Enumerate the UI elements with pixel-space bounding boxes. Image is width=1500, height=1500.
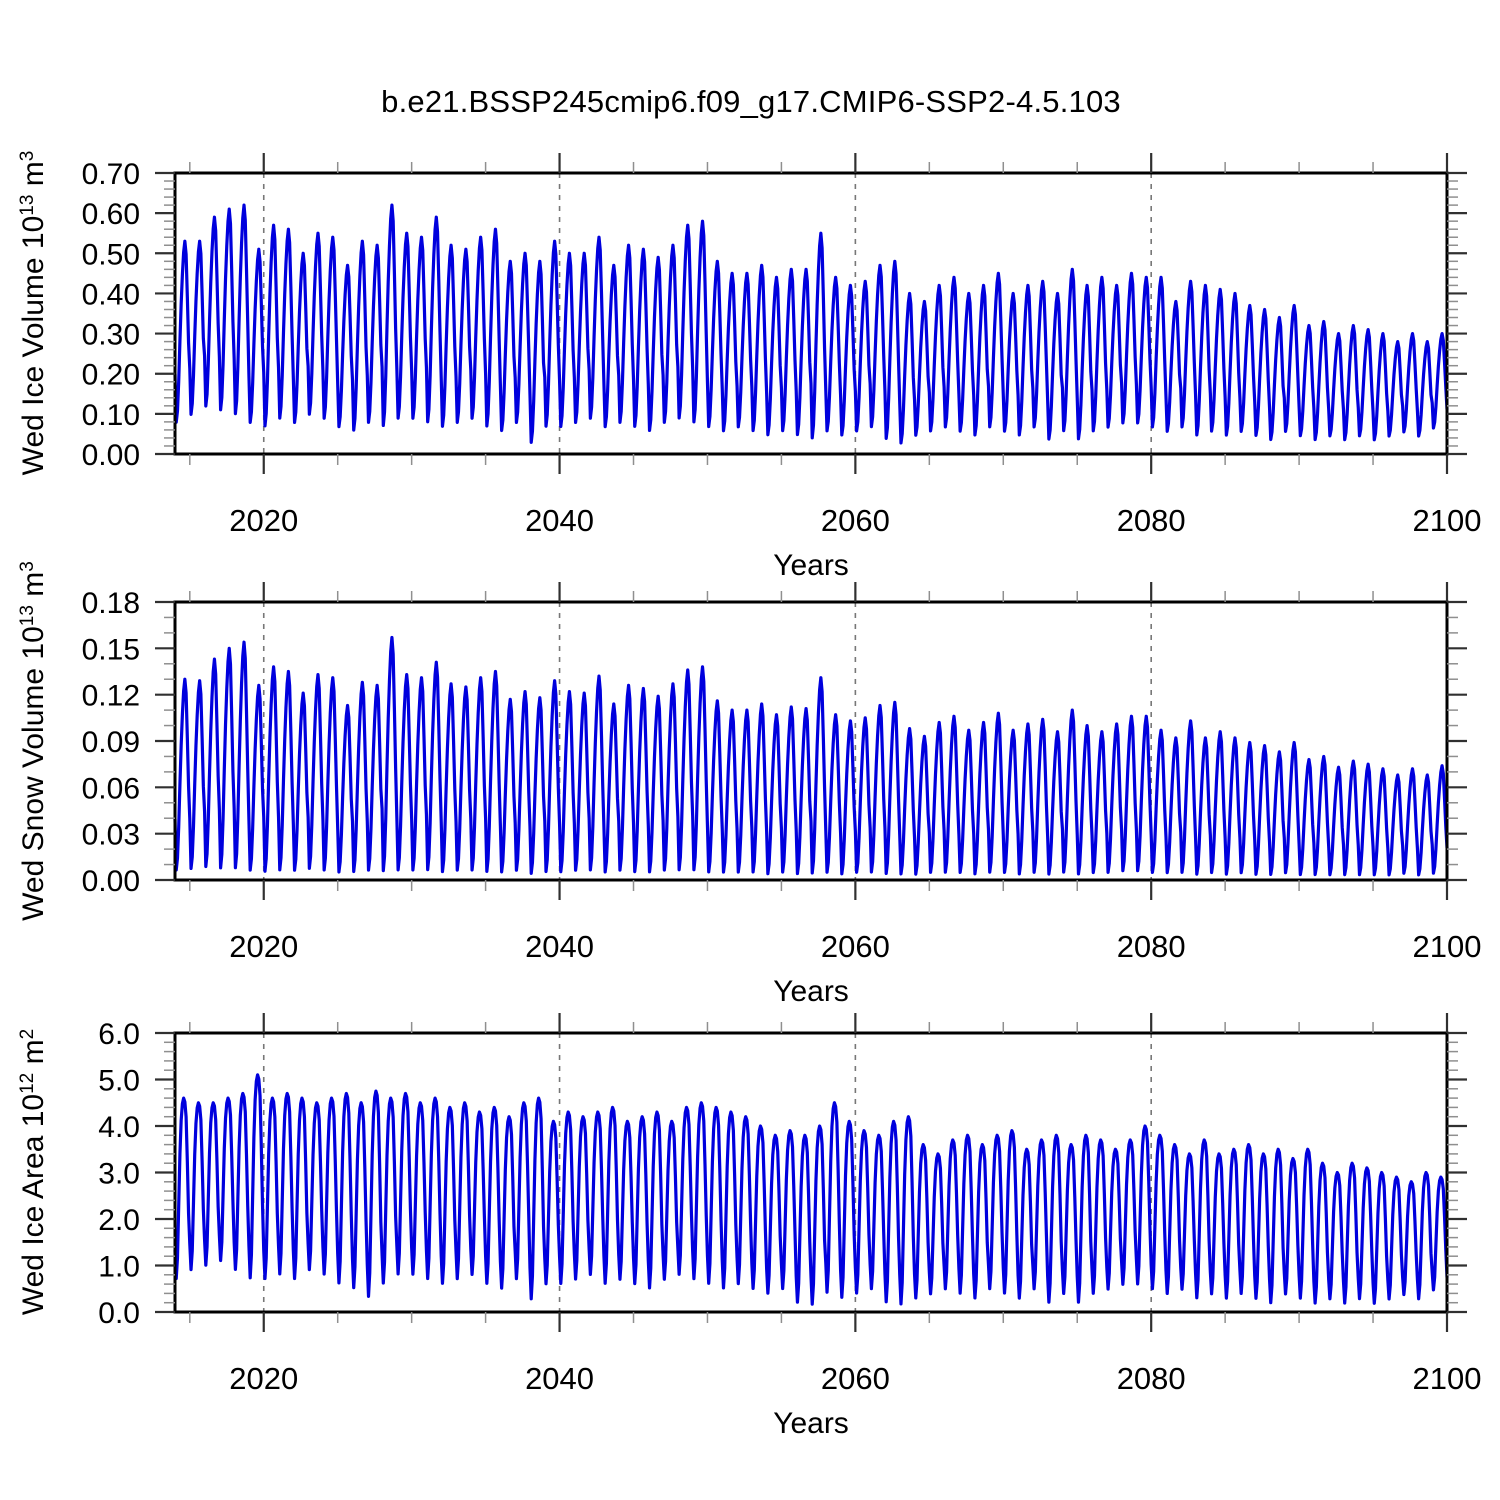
y-tick-label: 0.03 [82, 819, 140, 852]
x-tick-label: 2100 [1413, 503, 1482, 538]
x-tick-label: 2020 [229, 929, 298, 964]
y-tick-label: 0.18 [82, 587, 140, 620]
y-tick-label: 0.50 [82, 238, 140, 271]
x-tick-label: 2040 [525, 1361, 594, 1396]
figure-title: b.e21.BSSP245cmip6.f09_g17.CMIP6-SSP2-4.… [381, 84, 1121, 119]
y-tick-label: 0.60 [82, 198, 140, 231]
x-tick-label: 2020 [229, 1361, 298, 1396]
y-tick-label: 0.12 [82, 680, 140, 713]
y-tick-label: 0.09 [82, 726, 140, 759]
y-tick-label: 4.0 [98, 1111, 140, 1144]
panel-1: 0.00 0.10 0.20 0.30 0.40 0.50 0.60 0.70 2020 2040… [82, 153, 1482, 538]
y-tick-label: 2.0 [98, 1204, 140, 1237]
y-tick-label: 0.10 [82, 399, 140, 432]
data-line-wed-ice-area [173, 1073, 1449, 1306]
x-tick-label: 2060 [821, 929, 890, 964]
y-tick-label: 0.0 [98, 1297, 140, 1330]
x-axis-title-panel2: Years [773, 975, 849, 1008]
x-tick-label: 2100 [1413, 1361, 1482, 1396]
y-tick-label: 0.00 [82, 865, 140, 898]
panel-3: 0.0 1.0 2.0 3.0 4.0 5.0 6.0 2020 2040 2060 2080 210… [98, 1013, 1481, 1396]
y-tick-label: 0.00 [82, 439, 140, 472]
y-tick-label: 0.20 [82, 359, 140, 392]
x-tick-label: 2100 [1413, 929, 1482, 964]
x-axis-title-panel3: Years [773, 1407, 849, 1440]
data-line-wed-snow-volume [173, 635, 1449, 877]
y-tick-label: 0.15 [82, 633, 140, 666]
x-tick-label: 2040 [525, 929, 594, 964]
y-tick-label: 0.30 [82, 319, 140, 352]
panel-2: 0.00 0.03 0.06 0.09 0.12 0.15 0.18 2020 2040 2060… [82, 582, 1482, 964]
x-tick-label: 2040 [525, 503, 594, 538]
data-line-wed-ice-volume [173, 203, 1449, 445]
x-axis-title-panel1: Years [773, 549, 849, 582]
x-tick-label: 2080 [1117, 929, 1186, 964]
y-tick-label: 6.0 [98, 1018, 140, 1051]
y-tick-label: 0.06 [82, 772, 140, 805]
y-tick-label: 1.0 [98, 1251, 140, 1284]
y-tick-label: 0.70 [82, 158, 140, 191]
y-tick-label: 5.0 [98, 1065, 140, 1098]
y-tick-label: 3.0 [98, 1158, 140, 1191]
y-tick-label: 0.40 [82, 278, 140, 311]
x-tick-label: 2060 [821, 1361, 890, 1396]
x-tick-label: 2080 [1117, 1361, 1186, 1396]
x-tick-label: 2060 [821, 503, 890, 538]
x-tick-label: 2020 [229, 503, 298, 538]
x-tick-label: 2080 [1117, 503, 1186, 538]
plot-frame [173, 171, 1449, 456]
